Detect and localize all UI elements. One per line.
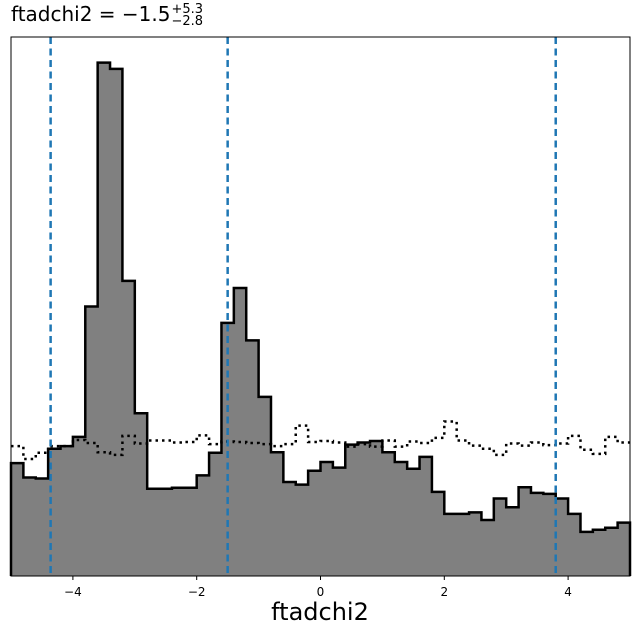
histogram-bar [60, 446, 74, 576]
histogram-bar [370, 440, 383, 576]
histogram-bar [196, 475, 210, 576]
x-tick-label: −4 [64, 585, 82, 599]
x-tick-label: −2 [188, 585, 206, 599]
title-param: ftadchi2 [11, 2, 93, 26]
histogram-bar [85, 306, 99, 576]
histogram-bar [518, 487, 532, 576]
histogram-bar [431, 491, 445, 576]
title-equals: = [92, 2, 122, 26]
histogram-bar [171, 487, 185, 576]
title-upper-error: +5.3 [171, 1, 204, 17]
histogram-bar [308, 470, 321, 576]
histogram-bar [23, 477, 37, 576]
x-tick-label: 4 [564, 585, 572, 599]
histogram-bar [605, 527, 619, 576]
x-tick-label: 2 [440, 585, 448, 599]
x-axis: −4 −2 0 2 4 [64, 576, 572, 599]
histogram-bar [122, 280, 136, 576]
x-axis-label: ftadchi2 [271, 598, 369, 626]
histogram-bar [444, 513, 458, 576]
histogram-bar [246, 340, 259, 576]
histogram-bar [283, 482, 297, 576]
title-lower-error: −2.8 [171, 13, 204, 29]
plot-area [9, 37, 632, 577]
histogram-bar [592, 529, 606, 576]
x-tick-label: 0 [317, 585, 325, 599]
histogram-bar [233, 288, 247, 576]
prior-histogram-line [11, 420, 630, 461]
histogram-bar [320, 462, 334, 576]
histogram-bar [270, 452, 284, 576]
histogram-bar [617, 522, 631, 576]
histogram-bar [209, 452, 222, 576]
histogram-bar [110, 68, 123, 577]
histogram-bar [580, 531, 594, 576]
histogram-bar [147, 488, 160, 576]
histogram-bar [345, 444, 359, 576]
histogram-bar [97, 62, 111, 576]
posterior-histogram-outline [9, 61, 632, 576]
histogram-bar [134, 413, 148, 576]
histogram-bar [543, 493, 557, 576]
histogram-bar [258, 396, 272, 576]
histogram-bar [469, 512, 482, 576]
histogram-bar [419, 456, 433, 576]
title-errors: +5.3 −2.8 [171, 1, 204, 29]
histogram-bar [11, 463, 24, 576]
histogram-bar [394, 462, 408, 576]
histogram-bar [295, 484, 309, 576]
histogram-bar [493, 498, 507, 576]
histogram-bar [555, 498, 569, 576]
histogram-bar [35, 478, 49, 576]
histogram-bar [568, 513, 581, 576]
histogram-bar [407, 468, 420, 576]
histogram-bar [530, 492, 544, 576]
title-value: −1.5 [121, 2, 171, 26]
histogram-bar [506, 507, 519, 576]
histogram-bar [159, 488, 173, 576]
histogram-bar [221, 322, 235, 576]
histogram-bar [72, 436, 86, 576]
histogram-bar [382, 452, 396, 576]
histogram-bar [481, 520, 495, 576]
histogram-bar [184, 487, 198, 576]
histogram-bar [357, 442, 371, 576]
histogram-bar [332, 467, 346, 576]
chart-title: ftadchi2 = −1.5 +5.3 −2.8 [11, 2, 203, 28]
histogram-bar [456, 513, 470, 576]
